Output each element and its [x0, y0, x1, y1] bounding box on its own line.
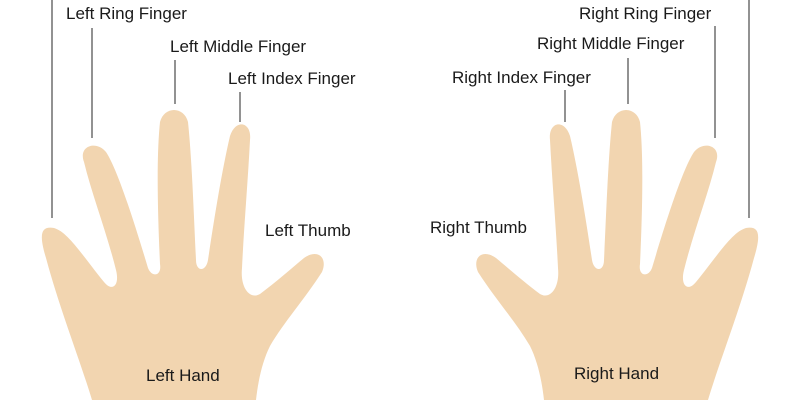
left-hand-label: Left Hand — [146, 366, 220, 385]
right-thumb-label: Right Thumb — [430, 218, 528, 237]
right-hand-shape — [476, 110, 759, 400]
right-hand-outline — [476, 110, 759, 400]
right-hand-label: Right Hand — [574, 364, 660, 383]
left-middle-finger-label: Left Middle Finger — [170, 37, 307, 56]
left-thumb-label: Left Thumb — [265, 221, 351, 240]
right-middle-finger-label: Right Middle Finger — [537, 34, 685, 53]
right-ring-finger-label: Right Ring Finger — [579, 4, 712, 23]
left-ring-finger-label: Left Ring Finger — [66, 4, 187, 23]
left-hand-shape — [41, 110, 324, 400]
right-index-finger-label: Right Index Finger — [452, 68, 591, 87]
left-index-finger-label: Left Index Finger — [228, 69, 356, 88]
left-hand-outline — [41, 110, 324, 400]
